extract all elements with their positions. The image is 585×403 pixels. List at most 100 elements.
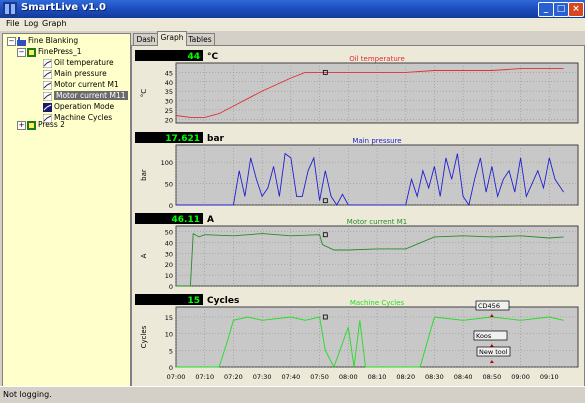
y-tick-label: 40 [165, 79, 173, 87]
x-tick-label: 08:30 [425, 373, 444, 381]
tree-view[interactable]: − Fine Blanking − FinePress_1 Oil temper… [2, 33, 131, 387]
tree-node-press1[interactable]: FinePress_1 [27, 46, 81, 57]
close-icon: × [572, 4, 580, 14]
menu-bar: File Log Graph [0, 18, 585, 31]
x-tick-label: 09:10 [540, 373, 559, 381]
press-icon [27, 47, 36, 57]
x-tick-label: 09:00 [511, 373, 530, 381]
x-tick-label: 07:20 [224, 373, 243, 381]
x-tick-label: 08:10 [368, 373, 387, 381]
annotation-label: Koos [476, 332, 492, 340]
readout-unit: °C [207, 52, 219, 62]
chart-title: Main pressure [352, 137, 401, 145]
readout-value: 44 [187, 52, 200, 62]
y-tick-label: 50 [165, 228, 173, 236]
collapse-icon[interactable]: − [17, 48, 26, 57]
tab-graph[interactable]: Graph [157, 31, 187, 46]
x-tick-label: 08:20 [396, 373, 415, 381]
x-tick-label: 07:30 [253, 373, 272, 381]
expand-icon[interactable]: + [17, 121, 26, 130]
tree-node-motor11[interactable]: Motor current M11 [43, 90, 128, 101]
series-line [176, 316, 564, 369]
y-axis-label: Cycles [140, 325, 148, 348]
title-bar: SmartLive v1.0 _ □ × [0, 0, 585, 18]
readout-unit: A [207, 215, 214, 225]
tree-node-oil[interactable]: Oil temperature [43, 57, 114, 68]
y-tick-label: 20 [165, 116, 173, 124]
y-axis-label: °C [140, 89, 148, 98]
y-tick-label: 100 [161, 159, 173, 167]
close-button[interactable]: × [568, 2, 584, 17]
tree-label-motor11: Motor current M11 [54, 91, 128, 100]
menu-graph[interactable]: Graph [42, 19, 67, 28]
x-tick-label: 07:00 [167, 373, 186, 381]
y-tick-label: 20 [165, 261, 173, 269]
chart-title: Machine Cycles [350, 299, 405, 307]
cursor-marker[interactable] [322, 69, 328, 75]
menu-log[interactable]: Log [24, 19, 39, 28]
readout-value: 15 [187, 296, 200, 306]
tree-node-cycles[interactable]: Machine Cycles [43, 112, 112, 123]
x-tick-label: 08:50 [482, 373, 501, 381]
tree-node-press2[interactable]: Press 2 [27, 119, 65, 130]
chart-icon [43, 102, 52, 112]
annotation-marker-icon [489, 344, 494, 347]
chart-title: Motor current M1 [347, 218, 407, 226]
annotation-label: New tool [479, 348, 508, 356]
factory-icon [17, 36, 26, 46]
readout-box [135, 50, 203, 61]
readout-unit: Cycles [207, 296, 239, 306]
y-axis-label: A [140, 253, 148, 258]
tree-label-oil: Oil temperature [54, 58, 114, 67]
annotation-marker-icon [489, 314, 494, 317]
x-tick-label: 07:10 [195, 373, 214, 381]
readout-unit: bar [207, 134, 225, 144]
y-tick-label: 50 [165, 181, 173, 189]
x-tick-label: 08:00 [339, 373, 358, 381]
tree-label-press2: Press 2 [38, 120, 65, 129]
y-tick-label: 0 [169, 202, 173, 210]
tree-label-opmode: Operation Mode [54, 102, 115, 111]
readout-box [135, 132, 203, 143]
x-tick-label: 07:50 [310, 373, 329, 381]
annotation-box[interactable] [475, 300, 510, 311]
minimize-button[interactable]: _ [538, 2, 554, 17]
annotation-label: CD456 [478, 302, 500, 310]
chart-icon [43, 58, 52, 68]
tree-node-root[interactable]: Fine Blanking [17, 35, 78, 46]
annotation-box[interactable] [476, 346, 511, 357]
tree-label-press1: FinePress_1 [38, 47, 82, 56]
y-tick-label: 0 [169, 283, 173, 291]
x-tick-label: 07:40 [281, 373, 300, 381]
app-icon [3, 2, 17, 16]
y-tick-label: 10 [165, 272, 173, 280]
cursor-marker[interactable] [322, 314, 328, 320]
y-tick-label: 45 [165, 69, 173, 77]
cursor-marker[interactable] [322, 198, 328, 204]
chart-icon [43, 69, 52, 79]
minimize-icon: _ [543, 4, 549, 14]
maximize-icon: □ [556, 4, 566, 14]
tree-node-motor1[interactable]: Motor current M1 [43, 79, 119, 90]
tree-label-root: Fine Blanking [28, 36, 79, 45]
tree-node-opmode[interactable]: Operation Mode [43, 101, 114, 112]
y-tick-label: 0 [169, 364, 173, 372]
readout-box [135, 294, 203, 305]
x-tick-label: 08:40 [454, 373, 473, 381]
series-line [175, 68, 564, 118]
maximize-button[interactable]: □ [553, 2, 569, 17]
y-tick-label: 30 [165, 98, 173, 106]
y-tick-label: 15 [165, 314, 173, 322]
collapse-icon[interactable]: − [7, 37, 16, 46]
annotation-box[interactable] [473, 330, 508, 341]
graph-panel: 44 °C Oil temperature 20 25 30 35 40 45 °C 17.621 b… [131, 45, 585, 387]
cursor-marker[interactable] [322, 232, 328, 238]
tree-node-pressure[interactable]: Main pressure [43, 68, 107, 79]
status-bar: Not logging. [0, 386, 585, 403]
readout-value: 46.11 [172, 215, 200, 225]
menu-file[interactable]: File [6, 19, 20, 28]
y-axis-label: bar [140, 169, 148, 181]
chart-title: Oil temperature [349, 55, 405, 63]
y-tick-label: 25 [165, 107, 173, 115]
